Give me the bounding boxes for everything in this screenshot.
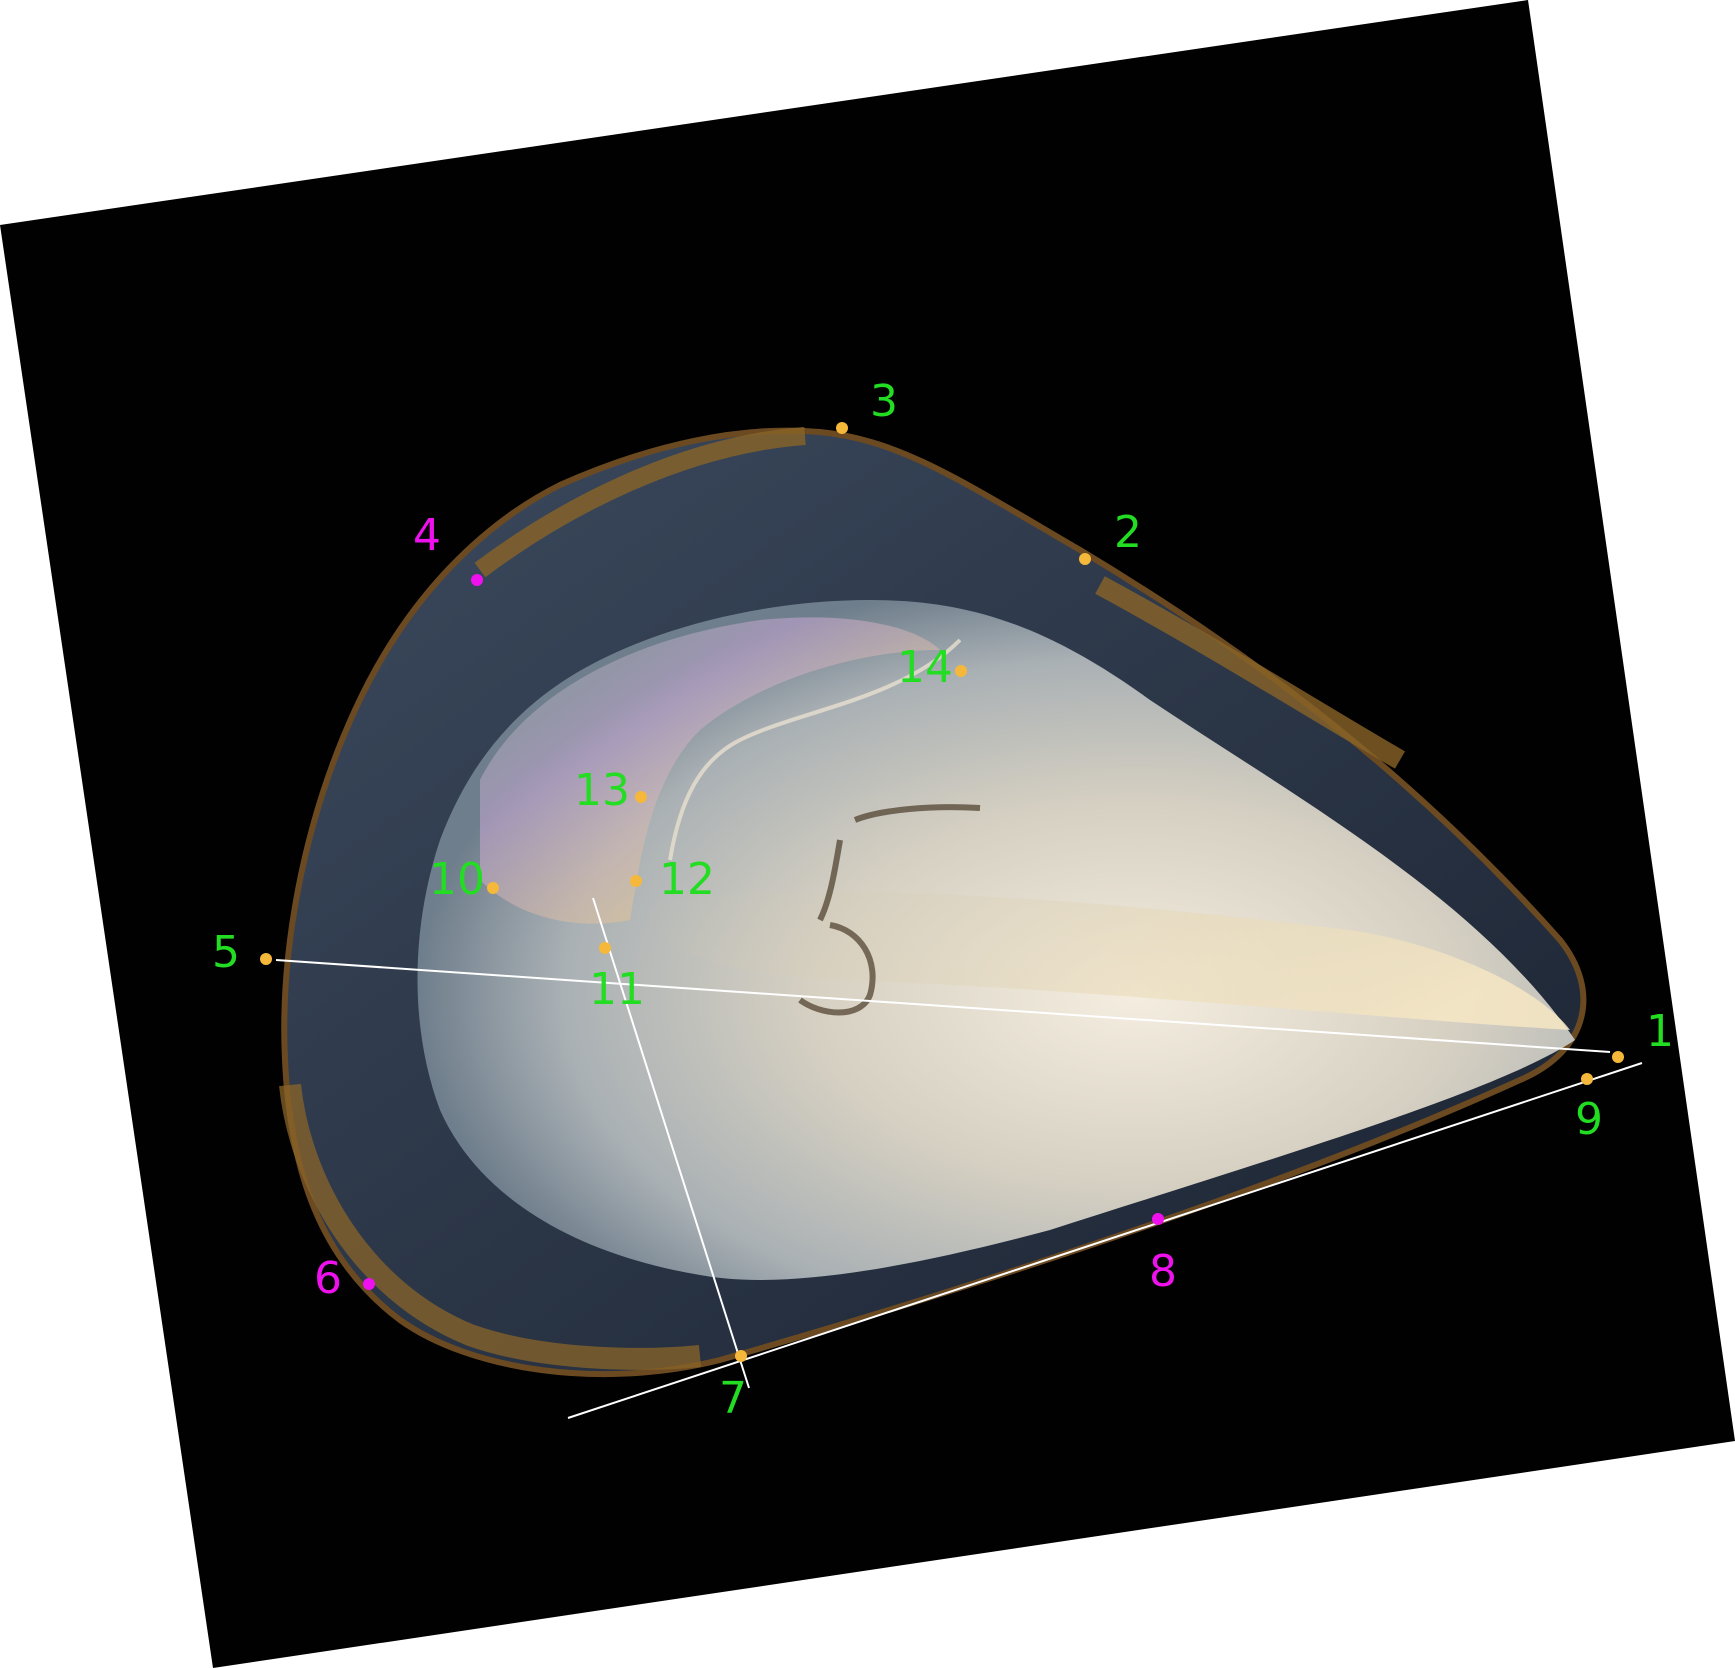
- shell-brown-edge-bottom: [279, 1083, 702, 1370]
- landmark-dot-7: [735, 1350, 747, 1362]
- landmark-label-2: 2: [1114, 507, 1142, 558]
- landmark-dot-5: [260, 953, 272, 965]
- landmark-dot-8: [1152, 1213, 1164, 1225]
- landmark-dot-2: [1079, 553, 1091, 565]
- landmark-dot-12: [630, 875, 642, 887]
- landmark-dot-10: [487, 882, 499, 894]
- landmark-label-13: 13: [574, 765, 630, 816]
- landmark-dot-13: [635, 791, 647, 803]
- landmark-label-4: 4: [413, 510, 441, 561]
- pallial-line: [668, 638, 962, 861]
- landmark-label-12: 12: [659, 854, 715, 905]
- landmark-label-3: 3: [870, 376, 898, 427]
- measurement-line-3: [592, 897, 750, 1389]
- landmark-label-11: 11: [589, 964, 645, 1015]
- shell-nacre-highlight: [649, 891, 1570, 1030]
- landmark-dot-3: [836, 422, 848, 434]
- shell-iridescent-band: [480, 617, 940, 924]
- landmark-label-10: 10: [429, 854, 485, 905]
- landmark-dot-9: [1581, 1073, 1593, 1085]
- landmark-label-6: 6: [314, 1253, 342, 1304]
- landmark-dot-11: [599, 942, 611, 954]
- landmark-label-8: 8: [1149, 1246, 1177, 1297]
- measurement-line-1: [275, 959, 1611, 1053]
- measurement-line-2: [567, 1062, 1643, 1419]
- landmark-label-7: 7: [719, 1373, 747, 1424]
- landmark-label-9: 9: [1575, 1094, 1603, 1145]
- landmark-label-1: 1: [1646, 1006, 1674, 1057]
- landmark-dot-4: [471, 574, 483, 586]
- shell-brown-edge-top: [474, 427, 806, 578]
- measurement-lines: [275, 897, 1643, 1419]
- shell-brown-edge-hinge: [1095, 576, 1405, 769]
- landmark-label-14: 14: [897, 642, 953, 693]
- landmark-dot-6: [363, 1278, 375, 1290]
- landmark-dot-1: [1612, 1051, 1624, 1063]
- landmark-dot-14: [955, 665, 967, 677]
- muscle-scar: [798, 804, 981, 1016]
- landmark-label-5: 5: [212, 927, 240, 978]
